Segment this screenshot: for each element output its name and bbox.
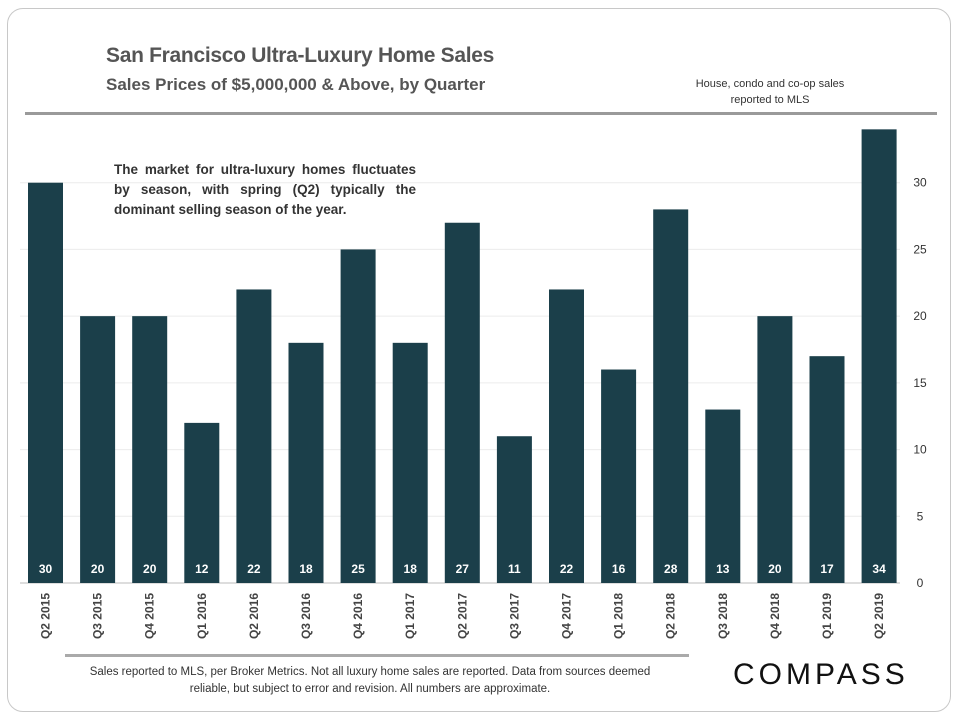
x-tick-label: Q2 2016 xyxy=(247,593,261,639)
y-tick-label: 30 xyxy=(913,176,927,190)
x-tick-label: Q1 2018 xyxy=(612,593,626,639)
bar xyxy=(601,369,637,583)
data-label: 22 xyxy=(560,562,574,576)
data-label: 25 xyxy=(351,562,365,576)
data-label: 13 xyxy=(716,562,730,576)
bar xyxy=(288,342,324,583)
data-label: 18 xyxy=(299,562,313,576)
y-tick-label: 10 xyxy=(913,443,927,457)
data-label: 20 xyxy=(91,562,105,576)
footer-divider xyxy=(65,654,689,657)
x-tick-label: Q4 2016 xyxy=(351,593,365,639)
bar xyxy=(809,356,845,583)
header-divider xyxy=(25,112,937,115)
data-label: 27 xyxy=(456,562,470,576)
bar xyxy=(184,422,220,583)
x-tick-label: Q2 2017 xyxy=(455,593,469,639)
x-tick-label: Q3 2015 xyxy=(91,593,105,639)
data-label: 34 xyxy=(872,562,886,576)
data-label: 28 xyxy=(664,562,678,576)
bar xyxy=(444,222,480,583)
data-label: 11 xyxy=(508,562,521,576)
x-tick-label: Q1 2019 xyxy=(820,593,834,639)
chart-annotation: The market for ultra-luxury homes fluctu… xyxy=(114,162,416,217)
chart-title: San Francisco Ultra-Luxury Home Sales xyxy=(106,44,495,67)
bar xyxy=(653,209,689,583)
data-label: 22 xyxy=(247,562,261,576)
data-label: 20 xyxy=(143,562,157,576)
bar xyxy=(549,289,584,583)
x-tick-label: Q2 2015 xyxy=(39,593,53,639)
data-source-note: House, condo and co-op sales reported to… xyxy=(695,78,845,106)
y-tick-label: 15 xyxy=(913,376,927,390)
data-label: 18 xyxy=(404,562,418,576)
bar xyxy=(236,289,272,583)
bar xyxy=(496,436,532,583)
x-tick-label: Q3 2018 xyxy=(716,593,730,639)
y-tick-label: 25 xyxy=(913,242,927,256)
x-tick-label: Q4 2018 xyxy=(768,593,782,639)
bar xyxy=(392,342,428,583)
bar xyxy=(757,316,793,583)
data-label: 12 xyxy=(195,562,209,576)
x-tick-label: Q3 2017 xyxy=(507,593,521,639)
bar xyxy=(28,182,63,583)
chart-subtitle: Sales Prices of $5,000,000 & Above, by Q… xyxy=(106,75,486,94)
data-label: 20 xyxy=(768,562,782,576)
y-tick-label: 20 xyxy=(913,309,927,323)
bar xyxy=(80,316,116,583)
footer-disclaimer: Sales reported to MLS, per Broker Metric… xyxy=(89,666,651,695)
chart-frame xyxy=(7,8,951,712)
x-tick-label: Q2 2018 xyxy=(664,593,678,639)
bar xyxy=(132,316,168,583)
data-label: 30 xyxy=(39,562,53,576)
x-tick-label: Q1 2016 xyxy=(195,593,209,639)
x-tick-label: Q4 2015 xyxy=(143,593,157,639)
x-tick-label: Q3 2016 xyxy=(299,593,313,639)
data-label: 16 xyxy=(612,562,626,576)
y-tick-label: 0 xyxy=(917,576,924,590)
bar xyxy=(340,249,376,583)
bar xyxy=(705,409,741,583)
x-tick-label: Q2 2019 xyxy=(872,593,886,639)
bar xyxy=(861,129,897,584)
y-tick-label: 5 xyxy=(917,509,924,523)
x-tick-label: Q4 2017 xyxy=(560,593,574,639)
data-label: 17 xyxy=(820,562,834,576)
compass-logo: COMPASS xyxy=(733,658,909,691)
x-tick-label: Q1 2017 xyxy=(403,593,417,639)
